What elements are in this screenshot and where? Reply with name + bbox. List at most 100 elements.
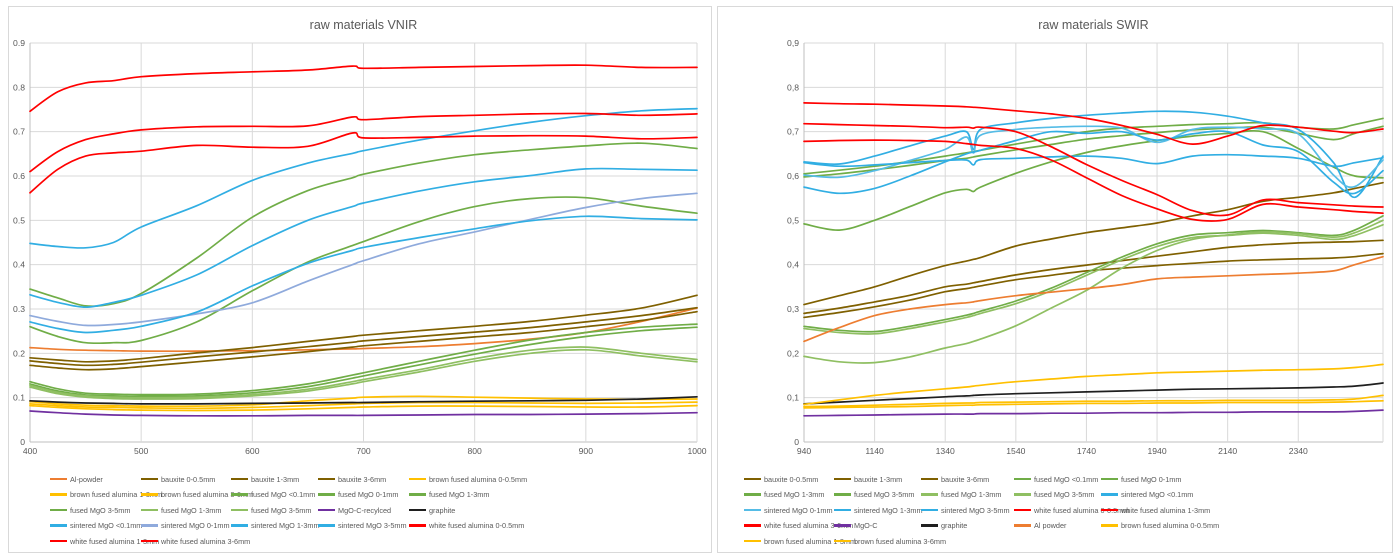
series-line: [29, 167, 698, 309]
legend-label: Al-powder: [70, 474, 103, 484]
legend-marker-line: [834, 477, 851, 481]
legend-item: fused MgO <0.1mm: [231, 490, 315, 500]
legend-marker-line: [409, 477, 426, 481]
series-line: [29, 346, 698, 399]
y-tick-label: 0,8: [787, 82, 799, 92]
legend-marker-line: [921, 477, 938, 481]
legend-item: sintered MgO 1-3mm: [834, 505, 923, 515]
legend-marker-line: [141, 524, 158, 527]
legend-item: sintered MgO <0.1mm: [50, 521, 142, 531]
legend-label: fused MgO 1-3mm: [764, 490, 825, 499]
series-line: [803, 399, 1384, 409]
legend-label: fused MgO 3-5mm: [70, 505, 131, 515]
legend-marker-line: [50, 508, 67, 512]
legend-label: bauxite 1-3mm: [854, 474, 903, 484]
legend-marker-line: [409, 508, 426, 512]
legend-marker-line: [231, 477, 248, 481]
series-line: [29, 112, 698, 173]
legend-label: sintered MgO 0-1mm: [764, 505, 833, 515]
legend-label: sintered MgO 1-3mm: [251, 521, 320, 530]
legend-label: brown fused alumina 3-6mm: [854, 536, 947, 546]
x-tick-label: 940: [797, 446, 812, 456]
legend-label: sintered MgO 3-5mm: [338, 521, 407, 530]
legend-marker-line: [744, 477, 761, 481]
legend-label: fused MgO 0-1mm: [1121, 474, 1182, 484]
legend-label: white fused alumina 1-3mm: [70, 536, 160, 546]
series-line: [803, 363, 1384, 406]
legend-item: brown fused alumina 3-6mm: [141, 490, 253, 500]
series-line: [29, 294, 698, 363]
series-line: [803, 102, 1384, 145]
legend-marker-line: [744, 508, 761, 512]
legend-marker-line: [834, 508, 851, 512]
legend-label: white fused alumina 3-6mm: [764, 521, 854, 530]
series-line: [803, 219, 1384, 364]
legend-marker-line: [1101, 477, 1118, 481]
series-line: [29, 395, 698, 405]
series-line: [803, 382, 1384, 405]
legend-marker-line: [1014, 493, 1031, 496]
series-line: [29, 410, 698, 417]
legend-label: bauxite 0-0.5mm: [764, 474, 819, 484]
series-line: [29, 326, 698, 398]
series-line: [803, 122, 1384, 217]
legend-marker-line: [141, 477, 158, 481]
y-tick-label: 0.8: [13, 82, 25, 92]
legend-item: sintered MgO 3-5mm: [318, 521, 407, 531]
legend-item: white fused alumina 0-0.5mm: [409, 521, 524, 531]
y-tick-label: 0.9: [13, 38, 25, 48]
legend-label: Al powder: [1034, 521, 1067, 530]
legend-item: sintered MgO 0-1mm: [141, 521, 230, 531]
y-tick-label: 0: [20, 437, 25, 447]
legend-item: bauxite 0-0.5mm: [141, 474, 215, 484]
vnir-chart-panel: raw materials VNIR 0 0.1 0.2 0.3 0.4 0.5 0.6 0.…: [8, 6, 712, 553]
legend-item: fused MgO 0-1mm: [1101, 474, 1181, 484]
legend-item: fused MgO 0-1mm: [318, 490, 398, 500]
legend-marker-line: [744, 493, 761, 496]
legend-marker-line: [744, 539, 761, 543]
legend-item: bauxite 1-3mm: [834, 474, 902, 484]
series-line: [29, 323, 698, 396]
series-line: [803, 139, 1384, 222]
legend-label: fused MgO 1-3mm: [941, 490, 1002, 499]
legend-marker-line: [921, 493, 938, 496]
vnir-legend: Al-powder bauxite 0-0.5mm bauxite 1-3mm bau…: [9, 474, 711, 554]
series-line: [29, 107, 698, 249]
legend-marker-line: [50, 539, 67, 543]
y-tick-label: 0,2: [787, 348, 799, 358]
series-line: [803, 181, 1384, 306]
legend-label: graphite: [941, 521, 968, 530]
legend-item: fused MgO 1-3mm: [921, 490, 1001, 500]
legend-marker-line: [744, 524, 761, 527]
series-line: [803, 125, 1384, 189]
legend-label: white fused alumina 1-3mm: [1121, 505, 1211, 515]
legend-item: sintered MgO <0.1mm: [1101, 490, 1193, 500]
series-line: [29, 404, 698, 412]
legend-item: fused MgO 3-5mm: [50, 505, 130, 515]
legend-marker-line: [834, 493, 851, 496]
legend-item: white fused alumina 1-3mm: [1101, 505, 1210, 515]
series-line: [803, 394, 1384, 408]
legend-marker-line: [1101, 524, 1118, 527]
legend-label: bauxite 3-6mm: [338, 474, 387, 484]
legend-item: MgO-C-recylced: [318, 505, 391, 515]
legend-item: sintered MgO 0-1mm: [744, 505, 833, 515]
x-tick-label: 1140: [865, 446, 884, 456]
legend-item: sintered MgO 3-5mm: [921, 505, 1010, 515]
legend-label: bauxite 3-6mm: [941, 474, 990, 484]
swir-chart-title: raw materials SWIR: [1038, 18, 1149, 32]
series-line: [803, 153, 1384, 168]
legend-item: sintered MgO 1-3mm: [231, 521, 320, 531]
legend-marker-line: [409, 493, 426, 496]
y-tick-label: 0,6: [787, 171, 799, 181]
legend-marker-line: [141, 493, 158, 496]
legend-item: bauxite 1-3mm: [231, 474, 299, 484]
legend-marker-line: [318, 493, 335, 496]
legend-label: fused MgO <0.1mm: [251, 490, 316, 499]
series-line: [803, 255, 1384, 343]
x-tick-label: 1940: [1147, 446, 1166, 456]
legend-item: bauxite 0-0.5mm: [744, 474, 818, 484]
legend-label: MgO-C-recylced: [338, 505, 392, 515]
series-line: [29, 131, 698, 194]
y-tick-label: 0,7: [787, 127, 799, 137]
